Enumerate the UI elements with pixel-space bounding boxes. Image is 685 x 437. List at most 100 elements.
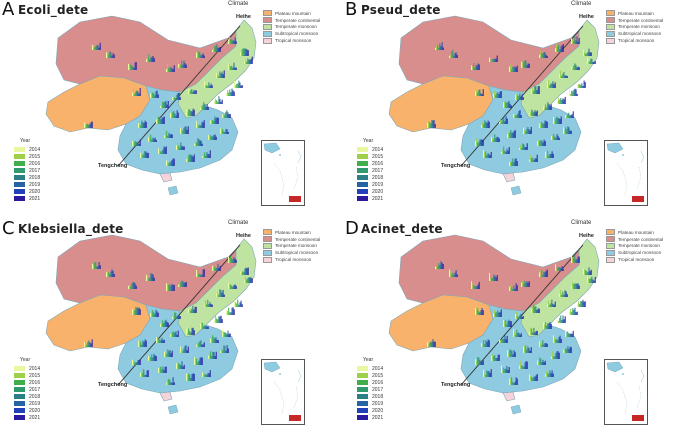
year-bar	[203, 326, 205, 329]
year-bar	[210, 135, 212, 140]
year-bar	[502, 338, 504, 343]
year-bar	[145, 374, 147, 377]
climate-swatch	[606, 30, 615, 37]
year-bar	[480, 361, 482, 365]
year-bar	[449, 269, 450, 277]
year-bar	[131, 65, 133, 70]
climate-legend-label: Temperate continental	[618, 17, 664, 23]
year-bar	[534, 332, 536, 335]
climate-legend-label: Tropical monsoon	[275, 38, 312, 44]
year-legend: Year 2014 2015 2016 2017 2018 2019 2020 2021	[14, 357, 40, 421]
year-bar	[558, 137, 560, 140]
year-bar	[560, 289, 562, 297]
year-bar	[503, 117, 505, 124]
year-bar	[231, 258, 233, 263]
year-bar	[177, 315, 179, 319]
year-bar	[453, 274, 455, 277]
year-bar	[205, 107, 207, 110]
year-bar	[544, 343, 546, 347]
year-bar	[560, 98, 562, 104]
climate-swatch	[263, 229, 272, 236]
year-bar	[192, 91, 194, 94]
year-legend-item: 2020	[14, 407, 40, 414]
year-legend-item: 2018	[357, 174, 383, 181]
year-bar	[150, 134, 152, 142]
year-bar	[481, 361, 483, 365]
year-bar	[216, 293, 217, 297]
year-bar	[233, 91, 235, 96]
year-bar	[235, 285, 237, 289]
year-bar	[560, 46, 562, 52]
year-bar	[550, 303, 552, 307]
province-bar-glyph	[106, 51, 115, 58]
year-legend-item: 2016	[14, 379, 40, 386]
year-bar	[110, 271, 112, 277]
province-bar-glyph	[489, 55, 498, 62]
map-panel-b: B Pseud_dete Heihe Tengchong Climate Pla…	[343, 0, 685, 218]
year-bar	[185, 64, 187, 68]
province-bar-glyph	[519, 361, 528, 369]
year-bar	[211, 136, 213, 140]
year-bar	[140, 152, 141, 158]
year-bar	[475, 65, 477, 70]
year-bar	[534, 110, 536, 116]
year-bar	[547, 150, 549, 158]
year-swatch	[357, 394, 368, 399]
year-bar	[229, 284, 231, 289]
year-bar	[537, 360, 538, 365]
year-bar	[145, 151, 147, 158]
year-bar	[156, 119, 157, 124]
year-bar	[572, 91, 574, 96]
china-map	[388, 15, 600, 196]
year-swatch	[14, 408, 25, 413]
year-bar	[210, 351, 212, 359]
year-bar	[551, 135, 552, 140]
year-bar	[579, 84, 581, 88]
year-bar	[132, 282, 134, 289]
year-bar	[490, 369, 492, 377]
year-bar	[216, 44, 218, 52]
year-bar	[167, 379, 169, 385]
year-bar	[231, 65, 233, 70]
year-bar	[497, 310, 499, 317]
year-legend-label: 2015	[29, 153, 41, 160]
year-bar	[197, 272, 199, 277]
year-bar	[576, 36, 578, 44]
year-bar	[201, 105, 203, 110]
year-bar	[142, 372, 144, 377]
year-bar	[542, 123, 544, 128]
province-bar-glyph	[180, 126, 189, 134]
year-bar	[148, 355, 149, 361]
year-bar	[589, 278, 591, 283]
year-bar	[205, 85, 207, 88]
year-bar	[248, 277, 250, 283]
climate-legend-item: Tropical monsoon	[606, 37, 663, 44]
year-bar	[478, 311, 480, 315]
year-bar	[524, 362, 526, 369]
year-bar	[536, 154, 538, 162]
year-bar	[529, 112, 530, 116]
year-bar	[545, 322, 547, 329]
year-bar	[221, 347, 223, 353]
year-bar	[562, 315, 564, 323]
year-bar	[172, 316, 173, 319]
year-bar	[515, 314, 516, 319]
year-bar	[188, 328, 190, 335]
year-bar	[215, 315, 217, 323]
climate-swatch	[606, 229, 615, 236]
year-bar	[189, 91, 191, 94]
climate-swatch	[263, 23, 272, 30]
year-bar	[214, 338, 216, 343]
year-bar	[177, 112, 179, 118]
year-bar	[215, 351, 217, 359]
year-bar	[141, 152, 143, 158]
year-bar	[182, 366, 184, 369]
year-bar	[173, 331, 175, 337]
year-bar	[582, 299, 584, 307]
year-bar	[576, 67, 578, 70]
year-bar	[440, 46, 442, 50]
year-bar	[153, 58, 155, 62]
year-bar	[546, 121, 548, 128]
province-bar-glyph	[166, 377, 175, 385]
province-bar-glyph	[150, 90, 159, 98]
